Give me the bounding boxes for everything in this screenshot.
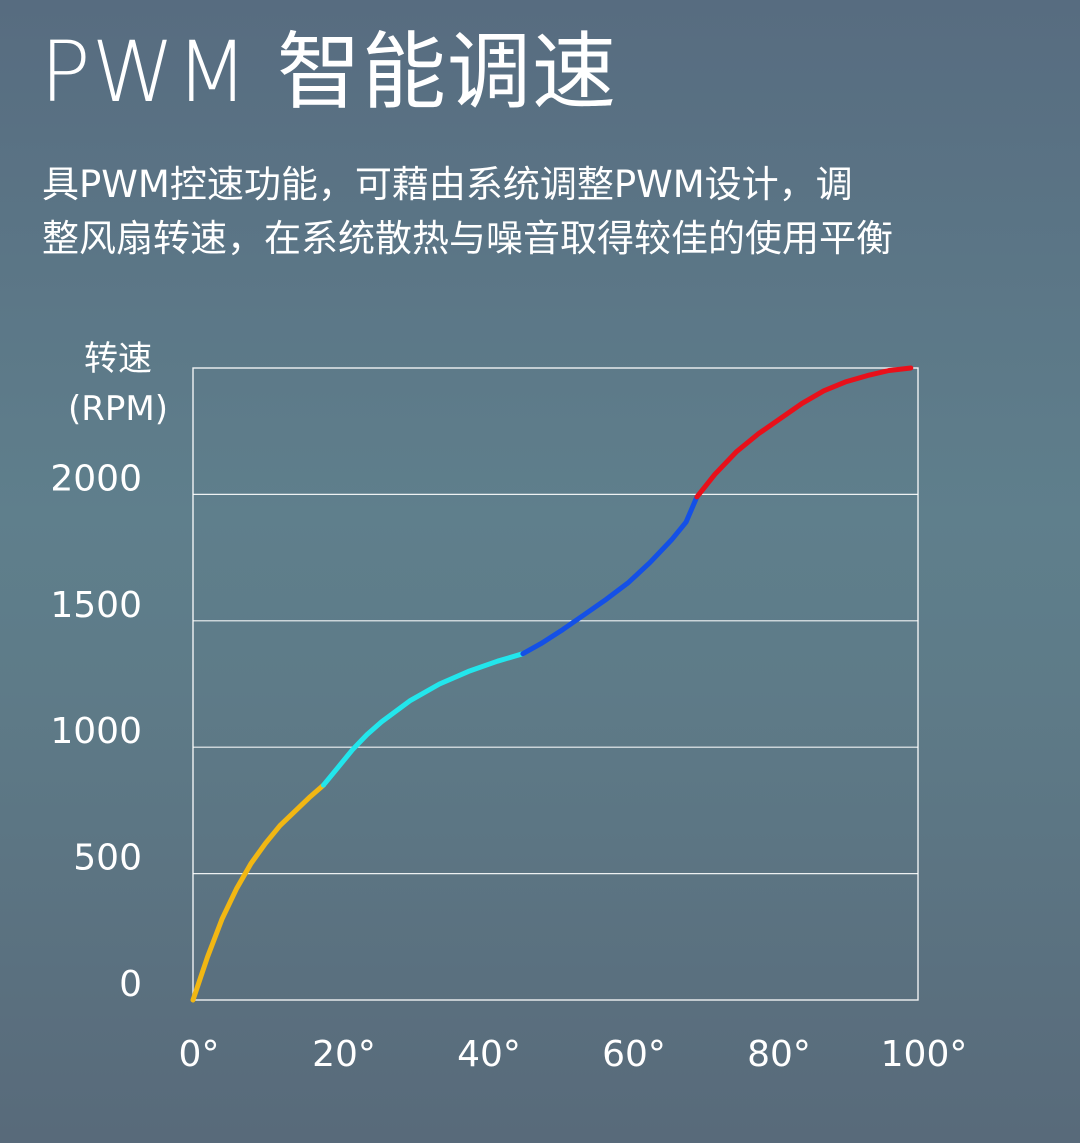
y-axis-ticks: 0 500 1000 1500 2000	[50, 458, 142, 1005]
series-line-4	[694, 365, 914, 500]
x-tick-label: 40°	[457, 1034, 521, 1075]
grid	[192, 367, 919, 1001]
y-tick-label: 2000	[50, 458, 142, 499]
y-tick-label: 0	[119, 964, 142, 1005]
series-line-2	[321, 651, 526, 788]
page-title: PWM 智能调速	[40, 23, 617, 121]
y-axis-label-line-1: 转速	[84, 339, 152, 379]
y-tick-label: 1000	[50, 711, 142, 752]
plot-frame	[192, 367, 919, 1001]
series-lines	[190, 365, 914, 1003]
y-tick-label: 500	[73, 838, 142, 879]
x-tick-label: 100°	[881, 1034, 968, 1075]
series-line-1	[190, 782, 326, 1003]
x-axis-ticks: 0° 20° 40° 60° 80° 100°	[179, 1034, 968, 1075]
description-line-2: 整风扇转速，在系统散热与噪音取得较佳的使用平衡	[42, 217, 893, 260]
x-tick-label: 60°	[602, 1034, 666, 1075]
series-line-3	[520, 494, 700, 657]
description-line-1: 具PWM控速功能，可藉由系统调整PWM设计，调	[42, 163, 853, 206]
x-tick-label: 0°	[179, 1034, 220, 1075]
description: 具PWM控速功能，可藉由系统调整PWM设计，调 整风扇转速，在系统散热与噪音取得…	[42, 158, 893, 266]
y-axis-label-line-2: (RPM)	[68, 389, 168, 429]
x-tick-label: 80°	[747, 1034, 811, 1075]
y-tick-label: 1500	[50, 585, 142, 626]
x-tick-label: 20°	[312, 1034, 376, 1075]
